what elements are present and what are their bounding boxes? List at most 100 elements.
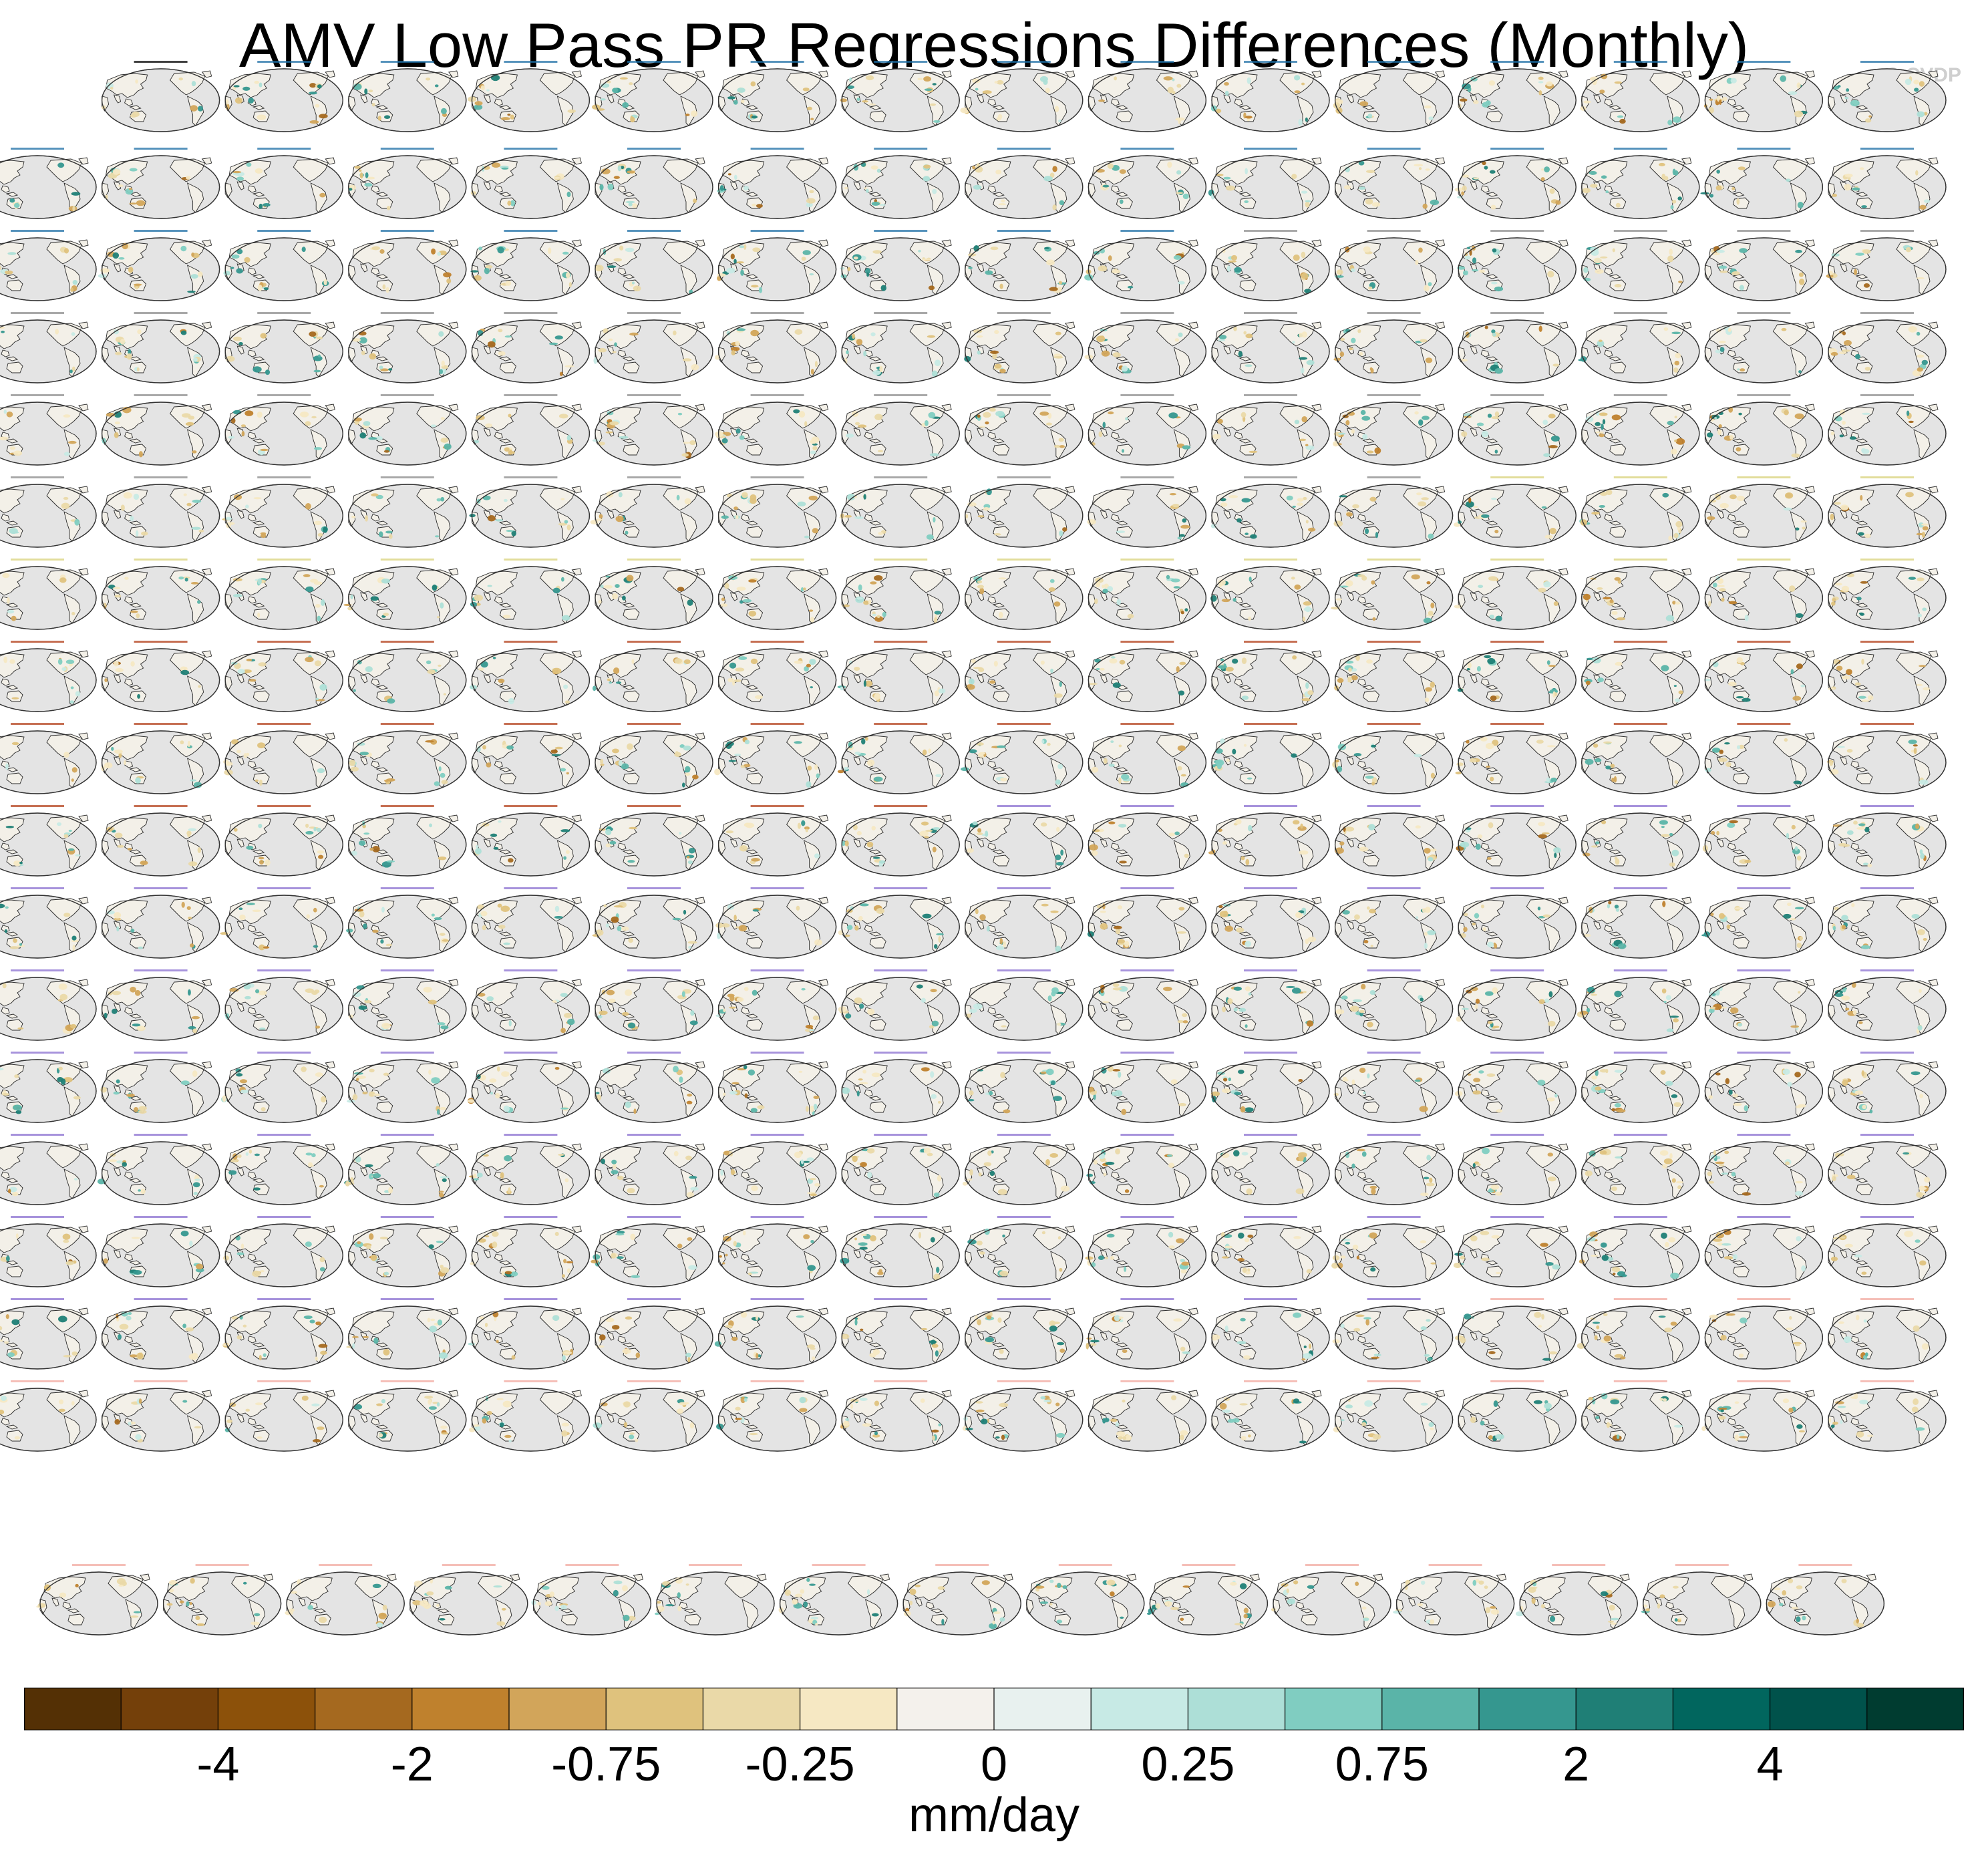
- panel-title-mark: [134, 476, 188, 478]
- colorbar-segment: [315, 1688, 413, 1730]
- map-panel: [965, 230, 1084, 301]
- panel-title-mark: [627, 476, 681, 478]
- panel-title-mark: [1367, 1134, 1421, 1136]
- panel-title-mark: [1490, 969, 1544, 971]
- map-panel: [1332, 723, 1454, 794]
- panel-title-mark: [627, 1052, 681, 1054]
- map-panel: [841, 312, 960, 383]
- panel-title-mark: [874, 641, 928, 643]
- map-panel: [0, 1052, 97, 1123]
- panel-title-mark: [1120, 312, 1174, 314]
- panel-title-mark: [1490, 723, 1544, 725]
- panel-title-mark: [874, 1380, 928, 1382]
- map-panel: [0, 148, 97, 219]
- map-panel: [531, 1564, 652, 1636]
- map-panel: [1701, 1380, 1824, 1452]
- panel-title-mark: [874, 723, 928, 725]
- panel-title-mark: [134, 641, 188, 643]
- map-panel: [1458, 1134, 1577, 1205]
- panel-title-mark: [11, 312, 64, 314]
- colorbar-segment: [1188, 1688, 1286, 1730]
- map-panel: [595, 969, 713, 1041]
- map-panel: [1211, 641, 1330, 712]
- map-panel: [1334, 1134, 1454, 1205]
- map-panel: [1701, 887, 1824, 959]
- map-panel: [840, 230, 960, 301]
- map-panel: [1331, 559, 1454, 630]
- map-panel: [285, 1564, 405, 1636]
- map-panel: [222, 723, 343, 794]
- panel-title-mark: [504, 312, 558, 314]
- map-panel: [1828, 1380, 1947, 1452]
- panel-title-mark: [257, 148, 311, 150]
- map-panel: [715, 394, 837, 466]
- panel-title-mark: [1613, 61, 1667, 63]
- panel-title-mark: [257, 61, 311, 63]
- panel-title-mark: [1120, 476, 1174, 478]
- panel-title-mark: [627, 61, 681, 63]
- colorbar-segment: [218, 1688, 316, 1730]
- panel-title-mark: [11, 1380, 64, 1382]
- panel-title-mark: [134, 1298, 188, 1300]
- map-panel: [348, 230, 467, 301]
- map-panel: [348, 1216, 467, 1287]
- panel-title-mark: [257, 805, 311, 807]
- panel-title-mark: [504, 476, 558, 478]
- panel-title-mark: [627, 641, 681, 643]
- panel-title-mark: [750, 559, 804, 561]
- panel-title-mark: [627, 148, 681, 150]
- panel-title-mark: [812, 1564, 866, 1566]
- panel-title-mark: [1613, 1216, 1667, 1218]
- map-panel: [1828, 312, 1947, 383]
- panel-title-mark: [1860, 312, 1914, 314]
- map-panel: [965, 148, 1084, 219]
- panel-title-mark: [750, 476, 804, 478]
- panel-title-mark: [1490, 641, 1544, 643]
- panel-title-mark: [1120, 1380, 1174, 1382]
- panel-title-mark: [1490, 61, 1544, 63]
- panel-title-mark: [1490, 148, 1544, 150]
- panel-title-mark: [1490, 230, 1544, 232]
- panel-title-mark: [1120, 805, 1174, 807]
- colorbar-tick-label: 2: [1562, 1738, 1590, 1791]
- panel-title-mark: [1490, 559, 1544, 561]
- panel-title-mark: [134, 887, 188, 889]
- panel-title-mark: [997, 723, 1051, 725]
- panel-title-mark: [627, 1380, 681, 1382]
- map-panel: [1086, 1298, 1207, 1370]
- map-panel: [841, 559, 960, 630]
- panel-title-mark: [380, 1134, 434, 1136]
- panel-title-mark: [1737, 1380, 1791, 1382]
- map-panel: [1581, 1380, 1700, 1452]
- panel-title-mark: [1367, 476, 1421, 478]
- map-panel: [101, 559, 220, 630]
- map-panel: [348, 1380, 467, 1452]
- panel-title-mark: [1737, 969, 1791, 971]
- panel-title-mark: [1860, 1134, 1914, 1136]
- panel-title-mark: [1367, 312, 1421, 314]
- map-panel: [717, 61, 837, 132]
- panel-title-mark: [874, 1216, 928, 1218]
- map-panel: [224, 1134, 343, 1205]
- panel-title-mark: [627, 805, 681, 807]
- map-panel: [715, 312, 837, 383]
- map-panel: [1581, 723, 1700, 794]
- map-panel: [1088, 61, 1207, 132]
- map-panel: [1211, 887, 1330, 959]
- map-panel: [468, 1134, 591, 1205]
- panel-title-mark: [380, 1216, 434, 1218]
- panel-title-mark: [1367, 1052, 1421, 1054]
- panel-title-mark: [1244, 969, 1297, 971]
- panel-title-mark: [1244, 312, 1297, 314]
- panel-title-mark: [11, 1216, 64, 1218]
- map-panel: [101, 394, 220, 466]
- panel-title-mark: [134, 1216, 188, 1218]
- panel-title-mark: [134, 230, 188, 232]
- panel-title-mark: [380, 641, 434, 643]
- panel-title-mark: [257, 723, 311, 725]
- panel-title-mark: [1120, 1052, 1174, 1054]
- map-panel: [471, 312, 591, 383]
- panel-title-mark: [627, 723, 681, 725]
- map-panel: [1827, 723, 1947, 794]
- panel-title-mark: [1120, 1134, 1174, 1136]
